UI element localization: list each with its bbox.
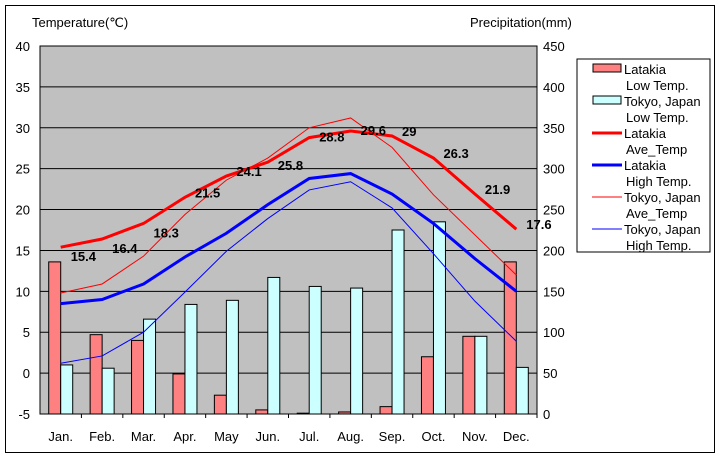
data-label: 21.9 <box>485 182 510 197</box>
right-tick-label: 0 <box>543 407 550 422</box>
x-tick-label: Apr. <box>173 429 196 444</box>
bar-latakia-1 <box>89 334 103 415</box>
left-tick-label: 0 <box>23 366 30 381</box>
legend-label: Tokyo, Japan <box>624 190 701 205</box>
data-label: 21.5 <box>195 185 220 200</box>
bar-latakia-3 <box>172 373 186 415</box>
bar-tokyo-2 <box>143 318 157 415</box>
right-tick-label: 350 <box>543 121 565 136</box>
data-label: 28.8 <box>319 130 344 145</box>
legend-label: High Temp. <box>626 238 692 253</box>
right-tick-label: 200 <box>543 243 565 258</box>
data-label: 15.4 <box>71 249 97 264</box>
right-tick-label: 300 <box>543 162 565 177</box>
data-label: 24.1 <box>236 164 261 179</box>
bar-latakia-5 <box>255 409 269 415</box>
bar-tokyo-3 <box>184 303 198 415</box>
bar-latakia-4 <box>213 394 227 415</box>
chart-frame <box>5 5 715 453</box>
x-tick-label: Sep. <box>379 429 406 444</box>
legend-label: Ave_Temp <box>626 142 687 157</box>
line-series-0 <box>60 129 518 249</box>
bar-tokyo-7 <box>350 287 364 415</box>
bar-tokyo-1 <box>101 367 115 415</box>
left-tick-label: 35 <box>16 80 30 95</box>
x-tick-label: Aug. <box>337 429 364 444</box>
data-label: 25.8 <box>278 158 303 173</box>
right-tick-label: 150 <box>543 284 565 299</box>
legend-label: Latakia <box>624 62 667 77</box>
right-tick-label: 250 <box>543 203 565 218</box>
legend-label: Ave_Temp <box>626 206 687 221</box>
line-series-3 <box>60 181 517 364</box>
left-tick-label: 10 <box>16 284 30 299</box>
x-tick-label: Nov. <box>462 429 488 444</box>
left-tick-label: 40 <box>16 39 30 54</box>
right-tick-label: 100 <box>543 325 565 340</box>
right-tick-label: 400 <box>543 80 565 95</box>
x-tick-label: Feb. <box>89 429 115 444</box>
line-series-1 <box>60 172 518 306</box>
bar-latakia-6 <box>296 412 310 415</box>
left-tick-label: 30 <box>16 121 30 136</box>
bar-tokyo-0 <box>60 364 74 415</box>
left-tick-label: 20 <box>16 203 30 218</box>
x-tick-label: Mar. <box>131 429 156 444</box>
left-axis-title: Temperature(℃) <box>32 15 128 30</box>
legend-box <box>576 58 711 253</box>
legend-label: Low Temp. <box>626 110 689 125</box>
x-tick-label: May <box>214 429 239 444</box>
bar-tokyo-5 <box>267 276 281 415</box>
right-tick-label: 450 <box>543 39 565 54</box>
right-axis-title: Precipitation(mm) <box>470 15 572 30</box>
bar-tokyo-11 <box>515 366 529 415</box>
bar-latakia-9 <box>420 356 434 415</box>
left-tick-label: -5 <box>18 407 30 422</box>
bar-latakia-10 <box>462 335 476 415</box>
x-tick-label: Jun. <box>256 429 281 444</box>
right-tick-label: 50 <box>543 366 557 381</box>
legend-label: Latakia <box>624 158 667 173</box>
legend-label: Latakia <box>624 126 667 141</box>
bar-tokyo-8 <box>391 229 405 415</box>
line-series-2 <box>60 117 517 294</box>
data-label: 18.3 <box>154 225 179 240</box>
x-tick-label: Jul. <box>299 429 319 444</box>
x-tick-label: Dec. <box>503 429 530 444</box>
legend-label: Tokyo, Japan <box>624 222 701 237</box>
bar-tokyo-9 <box>432 221 446 415</box>
data-label: 17.6 <box>526 217 551 232</box>
bar-latakia-2 <box>131 339 145 415</box>
left-tick-label: 15 <box>16 243 30 258</box>
bar-tokyo-4 <box>225 299 239 415</box>
bar-latakia-7 <box>338 411 352 415</box>
data-label: 26.3 <box>443 146 468 161</box>
x-tick-label: Jan. <box>48 429 73 444</box>
data-label: 16.4 <box>112 241 138 256</box>
bar-tokyo-6 <box>308 285 322 415</box>
data-label: 29.6 <box>361 123 386 138</box>
left-tick-label: 5 <box>23 325 30 340</box>
data-label: 29 <box>402 124 416 139</box>
bar-tokyo-10 <box>474 335 488 415</box>
bar-latakia-11 <box>503 261 517 415</box>
bar-latakia-8 <box>379 406 393 415</box>
bar-latakia-0 <box>48 261 62 415</box>
x-tick-label: Oct. <box>422 429 446 444</box>
legend-swatch-1 <box>592 95 622 105</box>
legend-swatch-0 <box>592 63 622 73</box>
legend-label: Low Temp. <box>626 78 689 93</box>
left-tick-label: 25 <box>16 162 30 177</box>
legend-label: Tokyo, Japan <box>624 94 701 109</box>
legend-label: High Temp. <box>626 174 692 189</box>
